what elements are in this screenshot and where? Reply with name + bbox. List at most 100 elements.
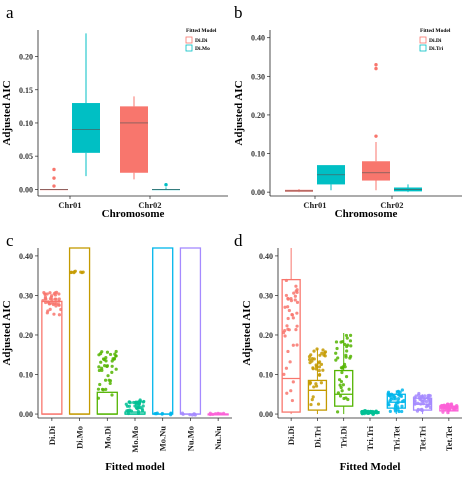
box-chr01 [40, 167, 68, 191]
jitter-point [181, 412, 185, 416]
jitter-point [97, 365, 101, 369]
jitter-point [336, 356, 340, 360]
jitter-point [344, 375, 349, 379]
outlier-point [164, 183, 168, 187]
legend-title: Fitted Model [420, 28, 451, 34]
jitter-point [400, 399, 404, 404]
jitter-point [312, 385, 316, 389]
jitter-point [287, 328, 291, 332]
jitter-point [342, 396, 346, 401]
y-tick-label: 0.30 [19, 291, 33, 300]
jitter-point [142, 399, 146, 404]
box-mo-nu [152, 247, 174, 417]
jitter-point [97, 353, 101, 357]
jitter-point [341, 339, 345, 344]
jitter-point [348, 333, 353, 337]
x-tick-label: Tet.Tri [418, 425, 428, 450]
legend-entry: Di.Mo [195, 46, 210, 52]
legend-swatch [419, 44, 427, 52]
jitter-point [127, 404, 131, 408]
legend-entry: Di.Tri [429, 46, 444, 52]
jitter-point [213, 412, 218, 416]
jitter-point [334, 351, 338, 355]
y-tick-label: 0.00 [251, 188, 265, 197]
x-tick-label: Di.Mo [75, 426, 85, 449]
box-nu-mo [179, 247, 202, 417]
box-chr02 [362, 63, 390, 191]
outlier-point [52, 184, 56, 188]
jitter-point [169, 412, 173, 416]
jitter-point [398, 394, 402, 398]
jitter-point [96, 396, 100, 400]
jitter-point [97, 368, 101, 373]
jitter-point [338, 383, 342, 387]
jitter-point [100, 366, 104, 370]
jitter-point [282, 372, 286, 376]
jitter-point [310, 398, 314, 402]
jitter-point [413, 402, 417, 406]
box-tri-tri [360, 408, 380, 417]
jitter-point [346, 397, 350, 402]
jitter-point [290, 313, 295, 317]
box-tri-di [334, 333, 354, 415]
jitter-point [288, 360, 292, 364]
jitter-point [317, 360, 322, 364]
jitter-point [283, 329, 287, 333]
jitter-point [416, 401, 420, 405]
jitter-point [317, 365, 322, 369]
y-tick-label: 0.20 [259, 331, 273, 340]
x-tick-label: Nu.Mo [185, 426, 195, 451]
jitter-point [114, 367, 118, 371]
y-axis-title: Adjusted AIC [241, 300, 253, 365]
jitter-point [141, 404, 145, 408]
legend-entry: Di.Di [429, 38, 442, 44]
jitter-point [349, 354, 353, 358]
jitter-point [389, 397, 393, 401]
jitter-point [387, 403, 391, 407]
jitter-point [452, 406, 456, 410]
jitter-point [400, 388, 404, 392]
jitter-point [96, 387, 101, 391]
jitter-point [318, 353, 322, 357]
x-tick-label: Mo.Nu [158, 426, 168, 452]
jitter-point [160, 411, 164, 416]
y-tick-label: 0.00 [259, 410, 273, 419]
y-tick-label: 0.10 [19, 119, 33, 128]
jitter-point [371, 412, 375, 417]
jitter-point [400, 409, 404, 414]
jitter-point [340, 366, 344, 370]
jitter-point [54, 297, 58, 301]
jitter-point [343, 365, 347, 369]
jitter-point [283, 334, 287, 338]
x-tick-label: Tri.Tet [391, 426, 401, 451]
jitter-point [79, 270, 83, 274]
jitter-point [208, 411, 212, 415]
x-tick-label: Tet.Tet [444, 426, 454, 451]
jitter-point [105, 350, 110, 354]
jitter-point [419, 402, 423, 406]
jitter-point [134, 403, 139, 407]
jitter-point [341, 383, 346, 387]
jitter-point [43, 297, 47, 301]
jitter-point [127, 400, 132, 404]
panel-b-letter: b [234, 3, 243, 22]
jitter-point [310, 359, 314, 363]
jitter-point [393, 397, 398, 401]
y-tick-label: 0.00 [19, 185, 33, 194]
jitter-point [398, 390, 402, 394]
y-tick-label: 0.40 [19, 252, 33, 261]
box-body [307, 379, 328, 411]
jitter-point [104, 387, 108, 391]
jitter-point [336, 391, 340, 395]
jitter-point [137, 401, 141, 405]
jitter-point [335, 346, 339, 351]
y-tick-label: 0.40 [259, 252, 273, 261]
jitter-point [285, 324, 289, 328]
jitter-point [284, 278, 288, 283]
jitter-point [286, 349, 290, 354]
x-tick-label: Chr01 [303, 200, 326, 210]
jitter-point [307, 355, 312, 359]
jitter-point [307, 357, 312, 362]
jitter-point [360, 411, 364, 416]
jitter-point [286, 316, 290, 321]
